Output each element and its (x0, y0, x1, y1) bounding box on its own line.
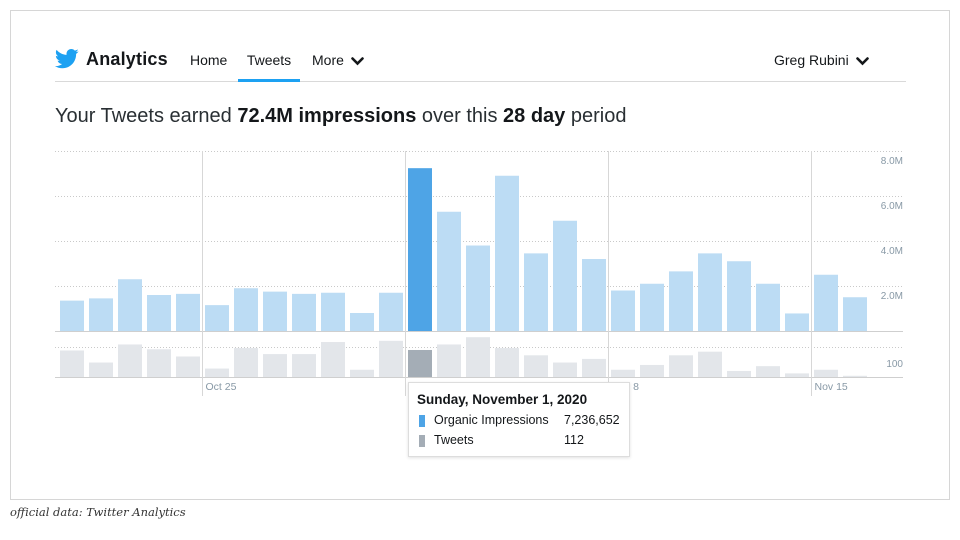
impressions-bar (89, 298, 113, 331)
impressions-bar (582, 259, 606, 331)
impressions-bar (147, 295, 171, 331)
tweets-bar (698, 351, 722, 377)
headline-suffix: period (565, 105, 627, 127)
tweets-bar (379, 340, 403, 377)
tweets-bar (843, 375, 867, 377)
y-tick-label: 6.0M (881, 201, 903, 212)
tweets-bar (147, 349, 171, 377)
tweets-bar (582, 358, 606, 377)
tooltip-impressions-label: Organic Impressions (434, 413, 549, 427)
impressions-bar (234, 288, 258, 331)
tweets-bar (466, 337, 490, 377)
impressions-bar (205, 305, 229, 331)
impressions-bar (437, 211, 461, 331)
nav-more-dropdown[interactable]: More (312, 52, 364, 82)
impressions-bar (640, 283, 664, 331)
tweets-bar (292, 354, 316, 377)
chevron-down-icon (350, 56, 364, 66)
tweets-bar (524, 355, 548, 377)
impressions-bar (118, 279, 142, 331)
impressions-bar (814, 274, 838, 331)
nav-home-label: Home (190, 52, 228, 68)
tooltip-row-tweets: Tweets 112 (417, 432, 621, 452)
tooltip-tweets-label: Tweets (434, 433, 474, 447)
impressions-headline: Your Tweets earned 72.4M impressions ove… (55, 105, 626, 128)
impressions-bar (379, 292, 403, 331)
user-name: Greg Rubini (774, 52, 849, 68)
user-menu[interactable]: Greg Rubini (774, 52, 869, 82)
impressions-bar (263, 291, 287, 331)
chevron-down-icon (855, 56, 869, 66)
tweets-bar (669, 355, 693, 377)
impressions-bar (321, 292, 345, 331)
impressions-bar (408, 168, 432, 331)
nav-home[interactable]: Home (190, 52, 227, 82)
tweets-bar (553, 362, 577, 377)
tweets-swatch (419, 435, 425, 447)
y-tick-label: 8.0M (881, 156, 903, 167)
impressions-bar (843, 297, 867, 331)
source-caption: official data: Twitter Analytics (10, 505, 186, 519)
tweets-bar (814, 369, 838, 377)
tweets-bar (408, 349, 432, 377)
tweets-bar (263, 354, 287, 377)
headline-prefix: Your Tweets earned (55, 105, 238, 127)
tweets-bar (60, 350, 84, 377)
tooltip-impressions-value: 7,236,652 (564, 413, 620, 427)
top-navigation: Analytics Home Tweets More Greg Rubini (55, 44, 906, 82)
twitter-bird-icon (55, 49, 79, 69)
impressions-bar (176, 293, 200, 331)
tweets-bar (495, 348, 519, 377)
tooltip-date: Sunday, November 1, 2020 (417, 392, 588, 407)
bar-tooltip: Sunday, November 1, 2020 Organic Impress… (408, 382, 630, 457)
tweets-bar (437, 344, 461, 377)
impressions-bar (524, 253, 548, 331)
impressions-bar (553, 220, 577, 331)
impressions-bar (611, 290, 635, 331)
impressions-bar (60, 300, 84, 331)
tweets-bar (785, 373, 809, 377)
impressions-bar (727, 261, 751, 331)
headline-middle: over this (416, 105, 504, 127)
tweets-bar (205, 368, 229, 377)
impressions-bar (669, 271, 693, 331)
y-tick-label: 2.0M (881, 291, 903, 302)
tweets-bar (727, 370, 751, 377)
impressions-bar (292, 293, 316, 331)
x-tick-label: Oct 25 (206, 381, 237, 393)
brand[interactable]: Analytics (55, 48, 168, 70)
headline-period: 28 day (503, 105, 566, 127)
x-tick-label: Nov 15 (815, 381, 848, 393)
tweets-bar (118, 344, 142, 377)
impressions-bar (350, 313, 374, 331)
impressions-bar (466, 245, 490, 331)
tweets-bar (234, 348, 258, 377)
impressions-bar (785, 313, 809, 331)
tweets-bar (176, 356, 200, 377)
nav-tweets-label: Tweets (246, 52, 292, 68)
impressions-bar (698, 253, 722, 331)
tweets-bar (640, 364, 664, 377)
tooltip-row-impressions: Organic Impressions 7,236,652 (417, 412, 621, 432)
tooltip-tweets-value: 112 (564, 433, 584, 447)
tweets-bar (611, 369, 635, 377)
nav-tweets[interactable]: Tweets (238, 52, 300, 82)
headline-impressions: 72.4M impressions (237, 105, 417, 127)
impressions-bar (756, 283, 780, 331)
impressions-swatch (419, 415, 425, 427)
tweets-bar (321, 342, 345, 377)
nav-more-label: More (312, 52, 344, 68)
tweets-bar (756, 366, 780, 377)
tweets-tick-label: 100 (886, 359, 903, 370)
tweets-bar (350, 369, 374, 377)
brand-title: Analytics (86, 48, 168, 69)
tweets-bar (89, 362, 113, 377)
impressions-bar (495, 175, 519, 331)
y-tick-label: 4.0M (881, 246, 903, 257)
